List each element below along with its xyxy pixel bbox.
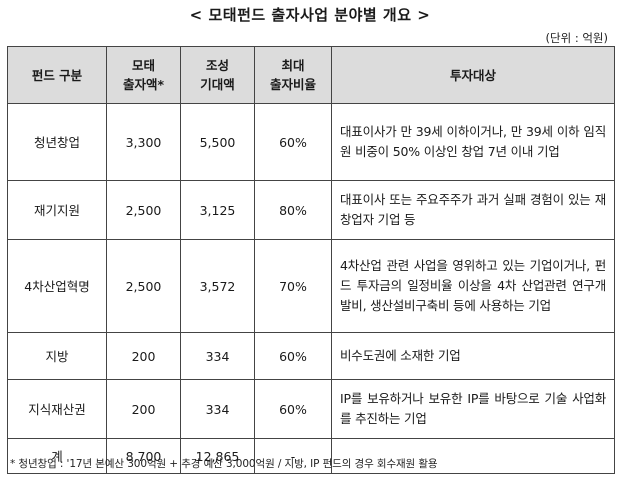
max-ratio: 60% [254,103,332,181]
expected-amount: 3,125 [180,180,255,240]
mother-investment: 200 [106,332,181,380]
expected-amount: 334 [180,379,255,439]
footnote: * 청년창업 : '17년 본예산 300억원 + 추경 예산 3,000억원 … [10,458,438,470]
table-row: 4차산업혁명 2,500 3,572 70% 4차산업 관련 사업을 영위하고 … [7,239,615,333]
total-max-ratio: - [254,438,332,474]
max-ratio: 60% [254,332,332,380]
table-row: 재기지원 2,500 3,125 80% 대표이사 또는 주요주주가 과거 실패… [7,180,615,240]
investment-target: 대표이사가 만 39세 이하이거나, 만 39세 이하 임직원 비중이 50% … [331,103,615,181]
table-row: 지식재산권 200 334 60% IP를 보유하거나 보유한 IP를 바탕으로… [7,379,615,439]
investment-target: 비수도권에 소재한 기업 [331,332,615,380]
mother-investment: 200 [106,379,181,439]
fund-name: 청년창업 [7,103,107,181]
table-row: 청년창업 3,300 5,500 60% 대표이사가 만 39세 이하이거나, … [7,103,615,181]
total-investment-target [331,438,615,474]
expected-amount: 3,572 [180,239,255,333]
header-mother-investment: 모태 출자액* [106,46,181,104]
mother-investment: 2,500 [106,180,181,240]
expected-amount: 5,500 [180,103,255,181]
unit-label: (단위 : 억원) [545,31,608,45]
header-expected-amount: 조성 기대액 [180,46,255,104]
fund-name: 4차산업혁명 [7,239,107,333]
fund-name: 재기지원 [7,180,107,240]
total-label: 계 [7,438,107,474]
investment-target: 대표이사 또는 주요주주가 과거 실패 경험이 있는 재창업자 기업 등 [331,180,615,240]
max-ratio: 60% [254,379,332,439]
fund-name: 지방 [7,332,107,380]
mother-investment: 2,500 [106,239,181,333]
fund-overview-table: 펀드 구분 모태 출자액* 조성 기대액 최대 출자비율 투자대상 청년창업 3… [7,46,615,474]
page-title: < 모태펀드 출자사업 분야별 개요 > [189,6,431,24]
table-row: 지방 200 334 60% 비수도권에 소재한 기업 [7,332,615,380]
table-header-row: 펀드 구분 모태 출자액* 조성 기대액 최대 출자비율 투자대상 [7,46,615,104]
max-ratio: 80% [254,180,332,240]
header-fund-type: 펀드 구분 [7,46,107,104]
mother-investment: 3,300 [106,103,181,181]
expected-amount: 334 [180,332,255,380]
header-max-ratio: 최대 출자비율 [254,46,332,104]
investment-target: IP를 보유하거나 보유한 IP를 바탕으로 기술 사업화를 추진하는 기업 [331,379,615,439]
header-investment-target: 투자대상 [331,46,615,104]
max-ratio: 70% [254,239,332,333]
total-row: 계 8,700 12,865 - [7,438,615,474]
fund-name: 지식재산권 [7,379,107,439]
investment-target: 4차산업 관련 사업을 영위하고 있는 기업이거나, 펀드 투자금의 일정비율 … [331,239,615,333]
